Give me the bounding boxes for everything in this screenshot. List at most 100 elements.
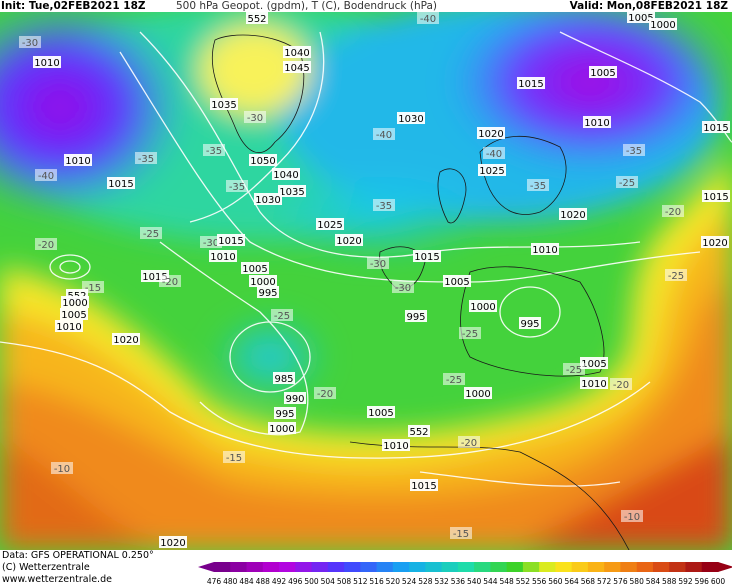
colorbar-label: 492 — [272, 577, 287, 586]
pressure-label: 1000 — [465, 389, 490, 400]
temperature-label: -25 — [566, 365, 582, 376]
temperature-label: -30 — [247, 113, 263, 124]
colorbar-segment — [214, 562, 231, 572]
colorbar-label: 584 — [646, 577, 661, 586]
label-box — [33, 56, 61, 68]
label-box — [107, 177, 135, 189]
temperature-label: -35 — [376, 201, 392, 212]
colorbar-label: 560 — [548, 577, 563, 586]
temperature-label: -25 — [619, 178, 635, 189]
label-box — [55, 320, 83, 332]
pressure-label: 995 — [520, 319, 539, 330]
pressure-label: 1005 — [590, 68, 615, 79]
pressure-label: 1000 — [62, 298, 87, 309]
label-box — [458, 436, 480, 448]
pressure-label: 1005 — [368, 408, 393, 419]
colorbar-label: 536 — [451, 577, 466, 586]
temperature-label: -25 — [668, 271, 684, 282]
label-box — [244, 111, 266, 123]
colorbar-label: 568 — [581, 577, 596, 586]
colorbar-segment — [230, 562, 248, 572]
temperature-label: -15 — [226, 453, 242, 464]
label-box — [627, 12, 655, 23]
colorbar-label: 540 — [467, 577, 482, 586]
temperature-label: -10 — [624, 512, 640, 523]
colorbar-label: 572 — [597, 577, 612, 586]
colorbar-segment — [636, 562, 654, 572]
pressure-label: 1000 — [269, 424, 294, 435]
label-box — [408, 425, 430, 437]
label-box — [272, 168, 300, 180]
label-box — [257, 286, 279, 298]
label-box — [223, 451, 245, 463]
label-box — [271, 309, 293, 321]
colorbar-segment — [327, 562, 345, 572]
label-box — [410, 479, 438, 491]
colorbar-segment — [262, 562, 280, 572]
pressure-label: 1040 — [284, 48, 309, 59]
label-box — [51, 462, 73, 474]
label-box — [273, 372, 295, 384]
colorbar-label: 476 — [207, 577, 222, 586]
colorbar-label: 484 — [239, 577, 254, 586]
label-box — [443, 275, 471, 287]
pressure-label: 985 — [274, 374, 293, 385]
label-box — [284, 392, 306, 404]
label-box — [249, 154, 277, 166]
label-box — [417, 12, 439, 24]
colorbar-segment — [587, 562, 605, 572]
pressure-label: 1030 — [255, 195, 280, 206]
temperature-label: -20 — [613, 380, 629, 391]
pressure-label: 1010 — [383, 441, 408, 452]
label-box — [702, 190, 730, 202]
pressure-label: 1020 — [560, 210, 585, 221]
pressure-label: 1035 — [279, 187, 304, 198]
pressure-label: 1050 — [250, 156, 275, 167]
label-box — [200, 236, 222, 248]
label-box — [616, 176, 638, 188]
label-box — [64, 154, 92, 166]
label-box — [283, 46, 311, 58]
label-box — [159, 275, 181, 287]
label-box — [335, 234, 363, 246]
label-box — [450, 527, 472, 539]
colorbar-end — [198, 562, 214, 572]
temperature-label: -35 — [530, 181, 546, 192]
label-box — [405, 310, 427, 322]
label-box — [217, 234, 245, 246]
label-box — [314, 387, 336, 399]
colorbar-segment — [376, 562, 394, 572]
pressure-label: 1015 — [703, 192, 728, 203]
label-box — [583, 116, 611, 128]
label-box — [246, 12, 268, 24]
label-box — [559, 208, 587, 220]
colorbar-label: 516 — [369, 577, 384, 586]
colorbar-end — [718, 562, 732, 572]
label-box — [367, 257, 389, 269]
pressure-label: 995 — [275, 409, 294, 420]
label-box — [413, 250, 441, 262]
pressure-label: 1015 — [142, 272, 167, 283]
init-time: Init: Tue,02FEB2021 18Z — [1, 0, 146, 12]
label-box — [209, 250, 237, 262]
pressure-label: 1010 — [210, 252, 235, 263]
temperature-label: -25 — [462, 329, 478, 340]
label-box — [140, 227, 162, 239]
label-box — [649, 18, 677, 30]
label-box — [316, 218, 344, 230]
label-box — [35, 169, 57, 181]
label-box — [483, 147, 505, 159]
label-box — [665, 269, 687, 281]
colorbar-segment — [441, 562, 459, 572]
label-box — [527, 179, 549, 191]
pressure-label: 1000 — [250, 277, 275, 288]
pressure-label: 1020 — [336, 236, 361, 247]
label-box — [373, 128, 395, 140]
colorbar-label: 480 — [223, 577, 238, 586]
colorbar-label: 544 — [483, 577, 498, 586]
pressure-label: 1010 — [581, 379, 606, 390]
colorbar-segment — [295, 562, 313, 572]
colorbar-segment — [474, 562, 491, 572]
temperature-label: -40 — [486, 149, 502, 160]
